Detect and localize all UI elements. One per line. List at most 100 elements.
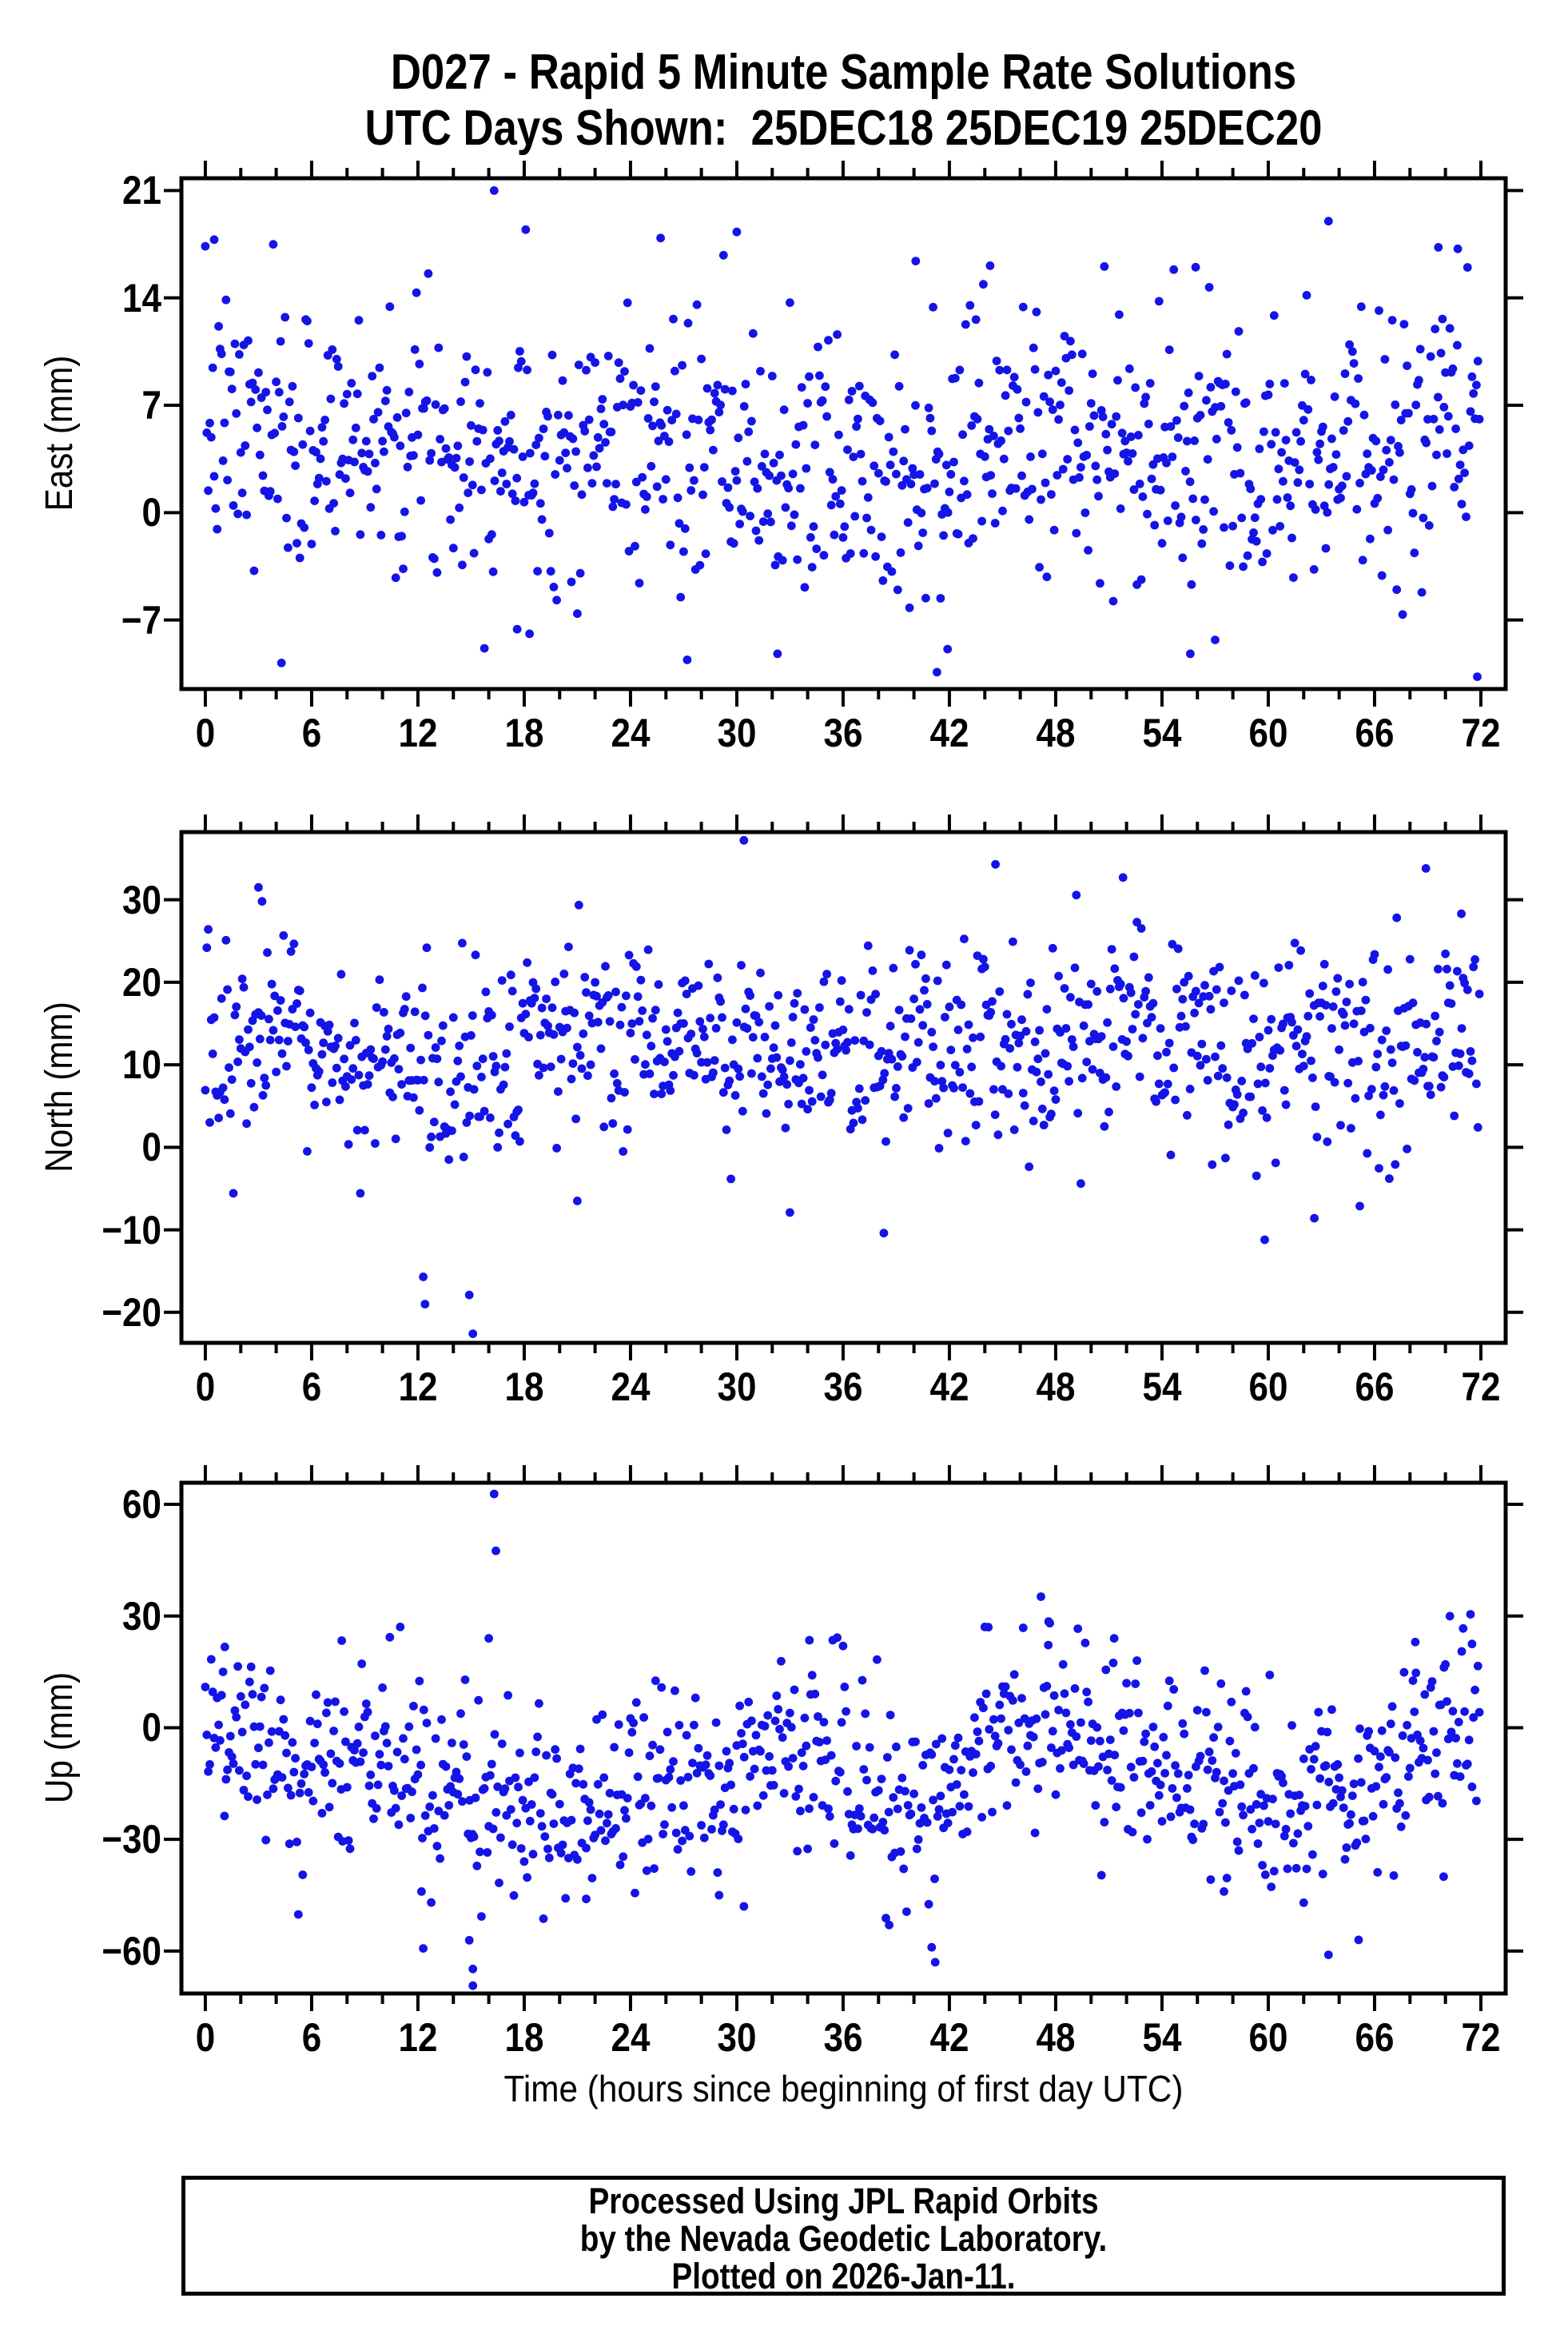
- data-point: [818, 1070, 827, 1080]
- data-point: [735, 1701, 744, 1711]
- data-point: [543, 412, 552, 421]
- data-point: [718, 250, 728, 260]
- data-point: [227, 384, 237, 393]
- x-tick-label: 12: [398, 711, 438, 755]
- data-point: [1190, 436, 1199, 445]
- data-point: [324, 1020, 334, 1030]
- data-point: [1092, 1723, 1102, 1732]
- data-point: [627, 1727, 637, 1737]
- data-point: [320, 416, 329, 424]
- data-point: [974, 1097, 984, 1106]
- data-point: [796, 1806, 805, 1816]
- data-point: [472, 1862, 482, 1870]
- data-point: [422, 396, 432, 405]
- data-point: [1077, 1179, 1085, 1189]
- data-point: [950, 1061, 960, 1069]
- data-point: [1422, 438, 1431, 448]
- data-point: [806, 1023, 815, 1032]
- data-point: [1091, 461, 1100, 471]
- data-point: [661, 1025, 671, 1034]
- data-point: [1469, 962, 1478, 972]
- data-point: [854, 381, 864, 391]
- data-point: [734, 1834, 743, 1843]
- data-point: [1042, 572, 1052, 582]
- data-point: [858, 1675, 867, 1685]
- data-point: [519, 497, 529, 507]
- data-point: [249, 566, 259, 576]
- data-point: [1410, 1076, 1419, 1085]
- data-point: [518, 1795, 527, 1805]
- data-point: [1215, 1807, 1224, 1817]
- data-point: [530, 1773, 539, 1782]
- data-point: [273, 494, 282, 504]
- data-point: [1100, 1818, 1109, 1827]
- data-point: [666, 540, 675, 550]
- x-tick-label: 24: [611, 2015, 651, 2060]
- data-point: [1347, 1791, 1357, 1800]
- data-point: [1213, 1723, 1223, 1731]
- data-point: [289, 447, 299, 456]
- data-point: [692, 300, 702, 309]
- data-point: [258, 1760, 268, 1770]
- data-point: [952, 1780, 961, 1789]
- data-point: [814, 342, 822, 352]
- data-point: [892, 1084, 901, 1093]
- data-point: [1457, 1024, 1467, 1033]
- data-point: [1002, 1801, 1012, 1810]
- data-point: [1321, 1001, 1331, 1010]
- y-tick-label: −20: [101, 1289, 161, 1335]
- data-point: [859, 548, 869, 558]
- data-point: [415, 1676, 424, 1686]
- x-tick-label: 72: [1461, 711, 1501, 755]
- data-point: [425, 1143, 435, 1152]
- data-point: [429, 554, 439, 564]
- data-point: [573, 1042, 582, 1052]
- data-point: [1441, 1659, 1450, 1669]
- data-point: [1009, 1696, 1017, 1705]
- data-point: [1460, 468, 1469, 477]
- data-point: [229, 1189, 238, 1198]
- data-point: [877, 1774, 886, 1783]
- data-point: [329, 499, 338, 508]
- data-point: [531, 984, 541, 994]
- data-point: [1277, 448, 1286, 457]
- data-point: [396, 441, 405, 451]
- data-point: [448, 1739, 456, 1747]
- data-point: [897, 480, 907, 490]
- data-point: [317, 423, 327, 432]
- data-point: [535, 1030, 545, 1040]
- data-point: [710, 1805, 719, 1814]
- data-point: [493, 1143, 503, 1152]
- data-point: [223, 476, 232, 484]
- data-point: [1450, 1111, 1459, 1121]
- data-point: [1275, 1046, 1285, 1055]
- data-point: [415, 1105, 424, 1115]
- data-point: [1420, 1690, 1430, 1699]
- data-point: [316, 454, 325, 464]
- data-point: [477, 1912, 486, 1921]
- data-point: [912, 1844, 921, 1854]
- data-point: [753, 1801, 762, 1810]
- data-point: [899, 1113, 909, 1122]
- data-point: [790, 1685, 799, 1695]
- data-point: [1108, 1042, 1118, 1051]
- data-point: [368, 372, 377, 380]
- data-point: [1160, 1769, 1169, 1778]
- data-point: [429, 1824, 439, 1833]
- data-point: [626, 1029, 635, 1038]
- data-point: [1359, 1816, 1369, 1826]
- data-point: [427, 1132, 436, 1141]
- data-point: [571, 447, 580, 456]
- data-point: [619, 1147, 628, 1156]
- data-point: [969, 1033, 977, 1042]
- data-point: [961, 1137, 970, 1145]
- data-point: [1115, 310, 1124, 319]
- data-point: [986, 1008, 996, 1017]
- data-point: [707, 415, 716, 424]
- data-point: [1143, 509, 1152, 519]
- data-point: [453, 1790, 463, 1799]
- data-point: [366, 1045, 376, 1054]
- data-point: [930, 1958, 940, 1967]
- data-point: [1343, 1078, 1353, 1088]
- data-point: [1061, 1024, 1071, 1033]
